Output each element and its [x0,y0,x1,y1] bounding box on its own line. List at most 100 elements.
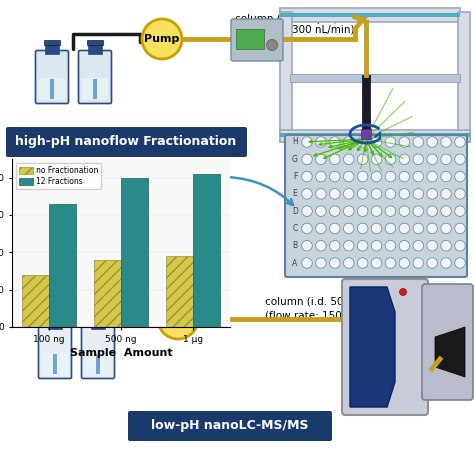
Circle shape [413,223,424,234]
Circle shape [302,206,312,216]
Circle shape [302,223,312,234]
FancyBboxPatch shape [285,135,467,277]
Bar [280,8,460,22]
Circle shape [357,137,368,147]
FancyBboxPatch shape [87,40,103,45]
Text: G: G [292,155,298,164]
Bar [236,29,264,49]
Circle shape [413,171,424,182]
FancyBboxPatch shape [342,279,428,415]
Bar [458,12,470,142]
Circle shape [302,241,312,251]
Circle shape [357,241,368,251]
Circle shape [441,258,451,268]
Bar [280,133,470,137]
FancyBboxPatch shape [44,40,60,45]
Circle shape [455,206,465,216]
Circle shape [371,223,382,234]
Circle shape [266,40,277,50]
Circle shape [357,154,368,164]
Circle shape [329,223,340,234]
Text: Pump: Pump [144,34,180,44]
Circle shape [455,258,465,268]
Circle shape [455,241,465,251]
Bar [22,275,49,327]
Circle shape [344,241,354,251]
Circle shape [455,223,465,234]
Circle shape [427,206,438,216]
Circle shape [357,171,368,182]
Polygon shape [350,287,395,407]
Circle shape [441,137,451,147]
Circle shape [385,241,396,251]
Circle shape [399,241,410,251]
Text: high-pH nanoflow Fractionation: high-pH nanoflow Fractionation [15,135,237,149]
Circle shape [399,171,410,182]
Text: B: B [292,241,298,250]
Circle shape [371,171,382,182]
Circle shape [371,241,382,251]
Bar [121,177,148,327]
Circle shape [399,206,410,216]
Circle shape [399,189,410,199]
Circle shape [316,137,326,147]
Circle shape [455,171,465,182]
Bar [93,78,97,99]
Circle shape [441,241,451,251]
Bar [39,78,65,100]
Text: (flow rate: 300 nL/min): (flow rate: 300 nL/min) [235,25,355,35]
Bar [85,353,111,375]
Text: column (i.d. 50 μm): column (i.d. 50 μm) [265,297,367,307]
Circle shape [344,171,354,182]
Bar [280,130,470,142]
Polygon shape [435,327,465,377]
Text: F: F [293,172,297,181]
Circle shape [413,258,424,268]
Circle shape [316,258,326,268]
Circle shape [399,154,410,164]
X-axis label: Sample  Amount: Sample Amount [70,348,173,358]
Circle shape [385,223,396,234]
Circle shape [385,171,396,182]
Circle shape [329,171,340,182]
Circle shape [302,137,312,147]
Circle shape [344,206,354,216]
Circle shape [316,223,326,234]
Circle shape [316,171,326,182]
Circle shape [413,137,424,147]
Bar [290,74,460,82]
Circle shape [344,137,354,147]
Circle shape [385,189,396,199]
Circle shape [371,258,382,268]
Circle shape [427,189,438,199]
Text: C: C [292,224,298,233]
Circle shape [399,258,410,268]
Circle shape [329,206,340,216]
Circle shape [427,258,438,268]
Circle shape [455,154,465,164]
FancyBboxPatch shape [79,50,111,104]
Circle shape [371,137,382,147]
Circle shape [427,154,438,164]
Circle shape [329,258,340,268]
Circle shape [329,154,340,164]
Circle shape [385,154,396,164]
Circle shape [413,241,424,251]
Circle shape [302,189,312,199]
Text: column (i.d. 75 μm): column (i.d. 75 μm) [235,14,337,24]
Text: D: D [292,206,298,216]
Circle shape [316,189,326,199]
Bar [280,13,460,17]
FancyBboxPatch shape [47,314,63,320]
Bar [361,129,371,139]
Circle shape [455,137,465,147]
Bar [82,78,108,100]
Circle shape [385,258,396,268]
Circle shape [142,19,182,59]
Bar [48,318,62,329]
Text: A: A [292,259,298,268]
Bar [96,354,100,374]
Bar [362,75,370,130]
Circle shape [399,223,410,234]
FancyBboxPatch shape [422,284,473,400]
